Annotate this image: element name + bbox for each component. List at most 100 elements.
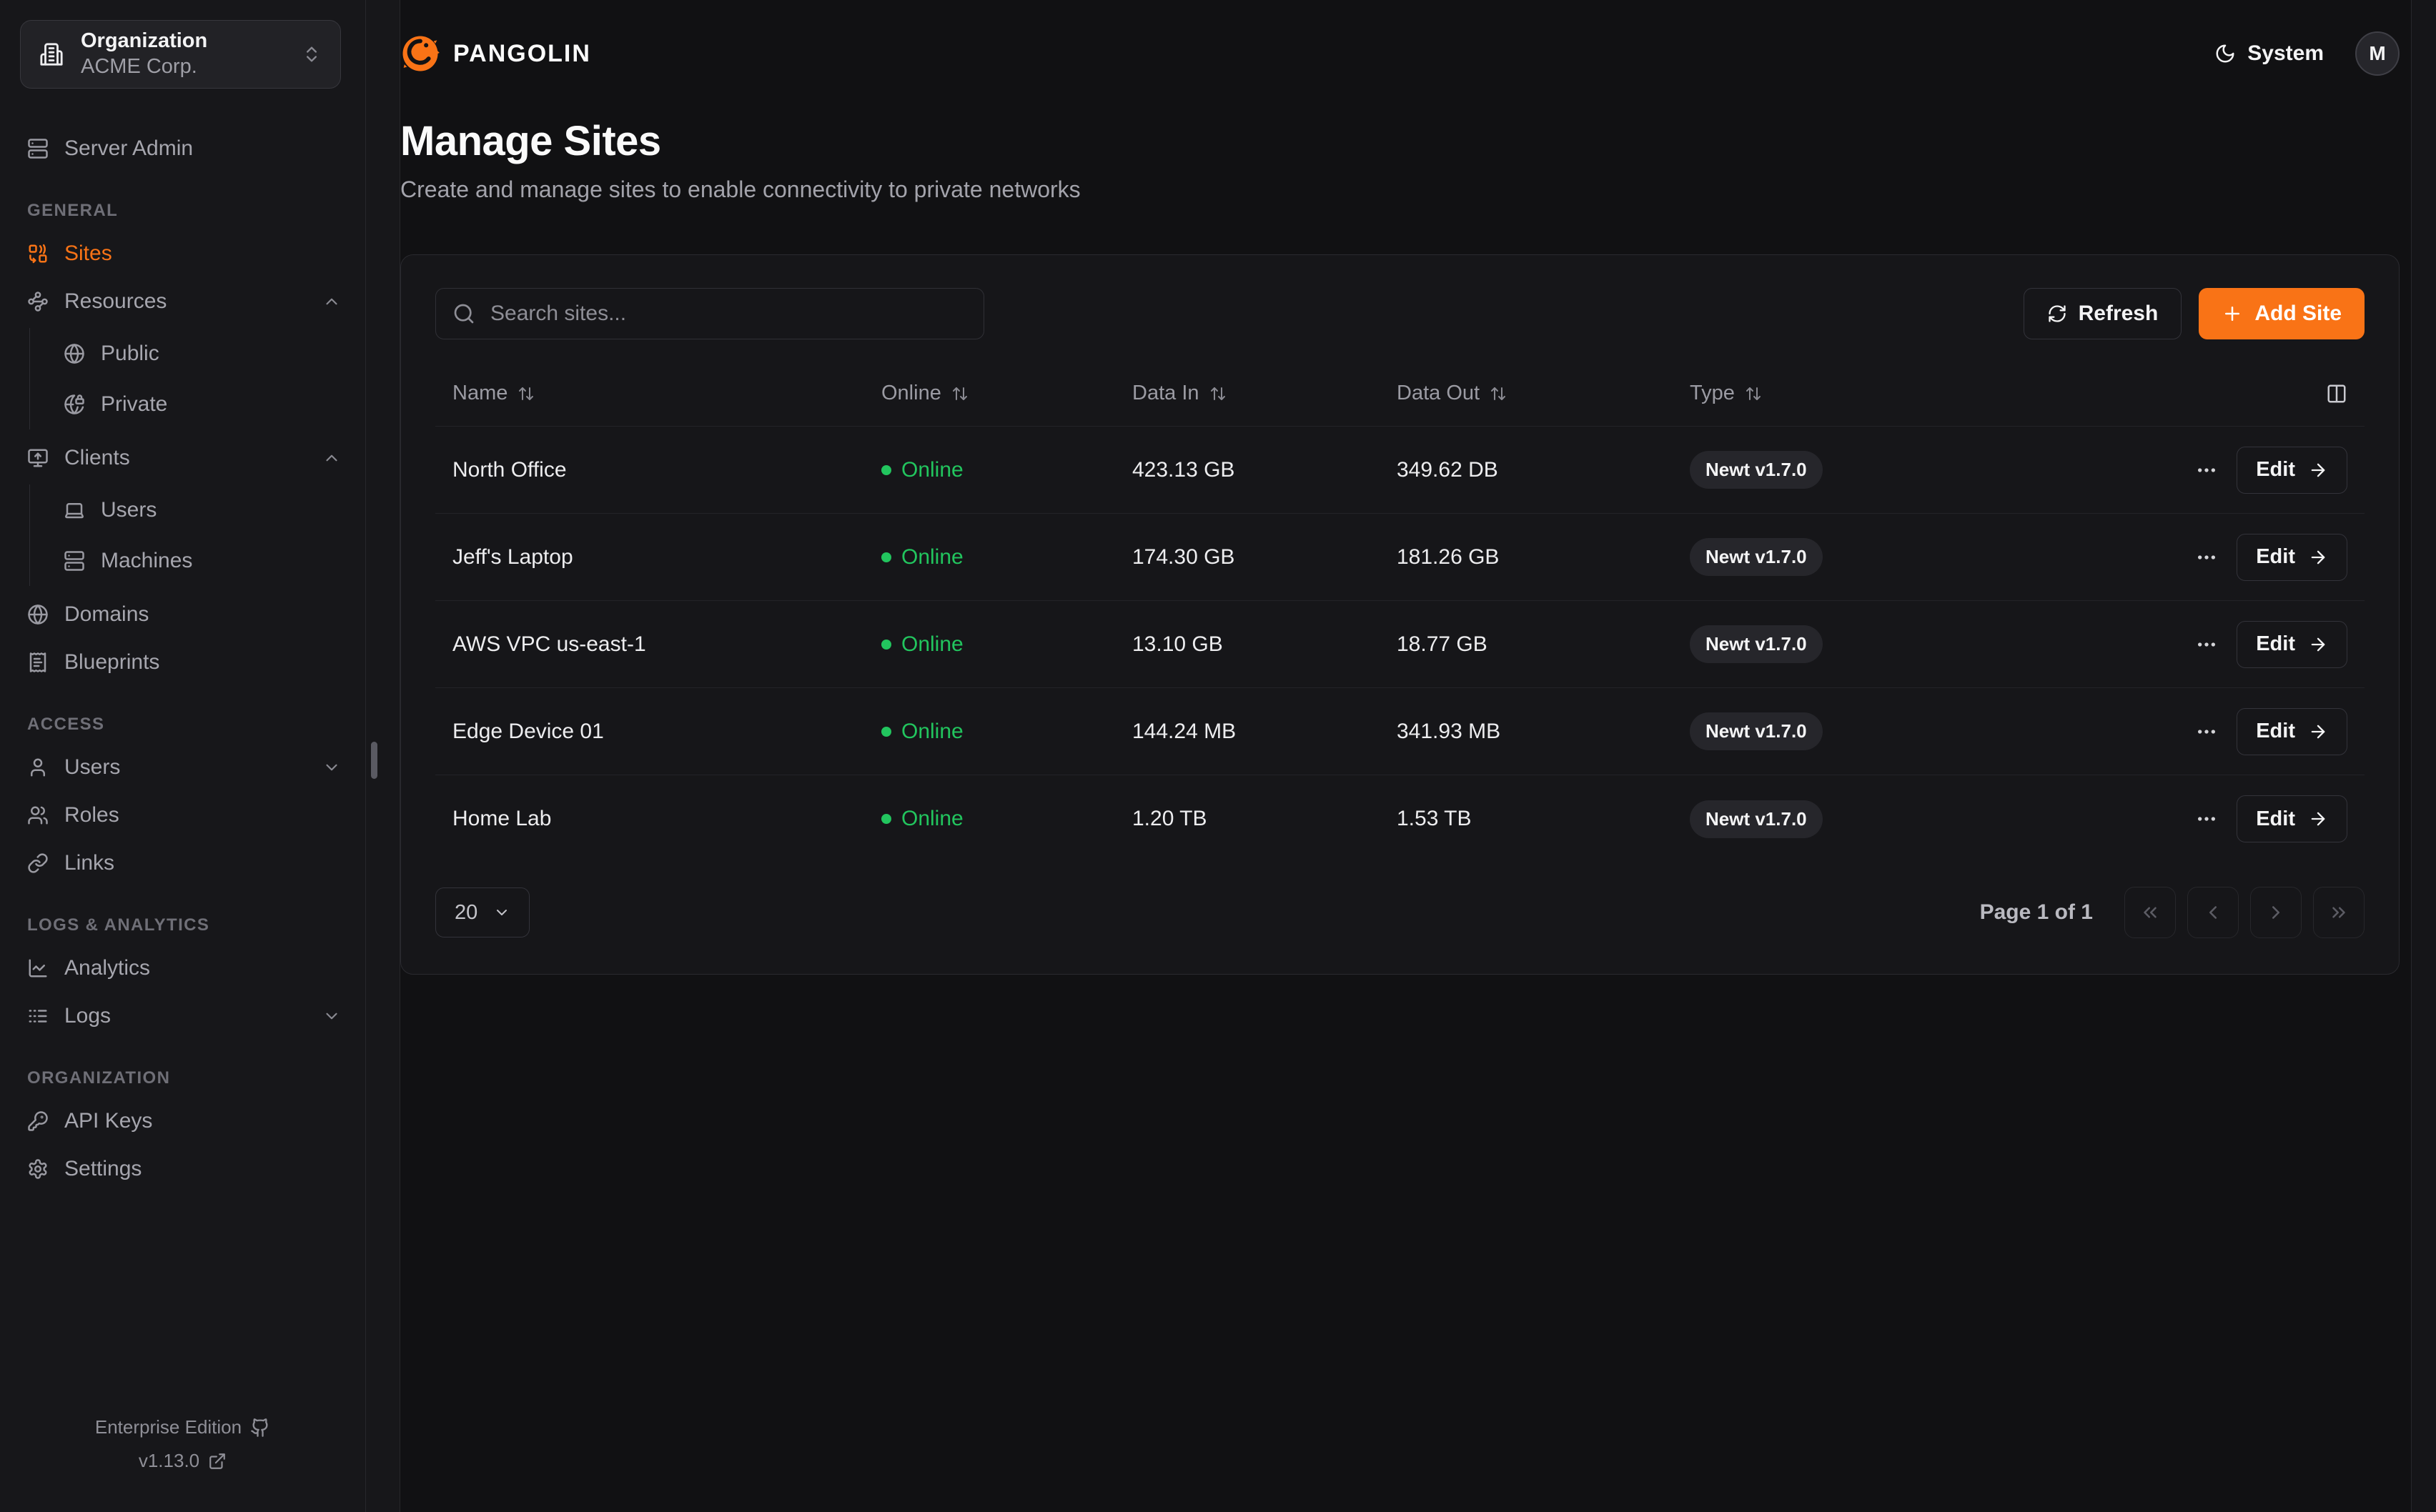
add-site-button[interactable]: Add Site [2199, 288, 2365, 339]
table-row[interactable]: AWS VPC us-east-1 Online 13.10 GB 18.77 GB N… [435, 601, 2365, 688]
prev-page-button[interactable] [2187, 887, 2239, 938]
sidebar-item-resources-private[interactable]: Private [30, 379, 365, 429]
row-menu-button[interactable] [2195, 459, 2218, 482]
window-scrollbar[interactable] [2411, 0, 2436, 1512]
first-page-button[interactable] [2124, 887, 2176, 938]
sidebar-nav: Server Admin GENERAL Sites Resources Public… [0, 124, 365, 1416]
sidebar-item-logs[interactable]: Logs [0, 992, 365, 1040]
data-out-value: 1.53 TB [1397, 807, 1472, 830]
data-out-value: 18.77 GB [1397, 632, 1487, 656]
version-link[interactable]: v1.13.0 [0, 1450, 365, 1472]
edit-button[interactable]: Edit [2237, 533, 2347, 581]
chevrons-left-icon [2139, 902, 2161, 923]
refresh-button[interactable]: Refresh [2023, 288, 2182, 339]
sidebar-item-settings[interactable]: Settings [0, 1145, 365, 1193]
sidebar: Organization ACME Corp. Server Admin GEN… [0, 0, 366, 1512]
sidebar-scrollbar-thumb[interactable] [371, 742, 377, 779]
table-body: North Office Online 423.13 GB 349.62 DB Newt… [435, 427, 2365, 862]
sidebar-item-sites[interactable]: Sites [0, 229, 365, 277]
org-selector-value: ACME Corp. [81, 55, 197, 78]
table-row[interactable]: Jeff's Laptop Online 174.30 GB 181.26 GB New… [435, 514, 2365, 601]
sidebar-item-label: Private [101, 392, 168, 416]
column-header-type[interactable]: Type [1690, 382, 2326, 405]
type-badge: Newt v1.7.0 [1690, 538, 1823, 576]
row-menu-button[interactable] [2195, 807, 2218, 830]
last-page-button[interactable] [2313, 887, 2365, 938]
edit-button[interactable]: Edit [2237, 446, 2347, 494]
data-in-value: 13.10 GB [1132, 632, 1223, 656]
search-input[interactable] [435, 288, 984, 339]
sidebar-item-resources-public[interactable]: Public [30, 328, 365, 379]
github-icon[interactable] [250, 1418, 270, 1438]
column-header-name[interactable]: Name [452, 382, 881, 405]
sidebar-item-label: Blueprints [64, 650, 160, 674]
sort-icon[interactable] [1745, 385, 1762, 402]
search-icon [452, 302, 475, 325]
org-selector-label: Organization [81, 29, 208, 53]
sort-icon[interactable] [518, 385, 535, 402]
globe-icon [27, 604, 49, 625]
row-menu-button[interactable] [2195, 720, 2218, 743]
columns-icon [2326, 383, 2347, 404]
avatar[interactable]: M [2355, 31, 2400, 76]
edit-button[interactable]: Edit [2237, 795, 2347, 842]
sort-icon[interactable] [951, 385, 969, 402]
sites-toolbar: Refresh Add Site [435, 288, 2365, 339]
sidebar-item-clients[interactable]: Clients [0, 434, 365, 482]
sidebar-item-clients-machines[interactable]: Machines [30, 535, 365, 586]
ellipsis-icon [2195, 807, 2218, 830]
sidebar-item-server-admin[interactable]: Server Admin [0, 124, 365, 172]
sidebar-item-api-keys[interactable]: API Keys [0, 1097, 365, 1145]
status-badge: Online [881, 632, 1132, 657]
column-header-data-out[interactable]: Data Out [1397, 382, 1690, 405]
section-label-access: ACCESS [27, 715, 105, 734]
row-menu-button[interactable] [2195, 633, 2218, 656]
ellipsis-icon [2195, 633, 2218, 656]
status-badge: Online [881, 545, 1132, 570]
sidebar-item-domains[interactable]: Domains [0, 590, 365, 638]
sort-icon[interactable] [1209, 385, 1227, 402]
sidebar-item-label: Public [101, 341, 159, 365]
row-menu-button[interactable] [2195, 546, 2218, 569]
table-row[interactable]: Home Lab Online 1.20 TB 1.53 TB Newt v1.7.0 E… [435, 775, 2365, 862]
sidebar-item-blueprints[interactable]: Blueprints [0, 638, 365, 686]
site-name: AWS VPC us-east-1 [452, 632, 646, 656]
chevron-right-icon [2265, 902, 2287, 923]
user-icon [27, 757, 49, 778]
org-selector[interactable]: Organization ACME Corp. [20, 20, 341, 89]
sidebar-scrollbar[interactable] [366, 0, 400, 1512]
page-size-select[interactable]: 20 [435, 887, 530, 937]
column-header-online[interactable]: Online [881, 382, 1132, 405]
search-box [435, 288, 984, 339]
server-icon [64, 550, 85, 572]
type-badge: Newt v1.7.0 [1690, 625, 1823, 663]
sidebar-item-roles[interactable]: Roles [0, 791, 365, 839]
sidebar-item-label: Resources [64, 289, 167, 313]
table-row[interactable]: North Office Online 423.13 GB 349.62 DB Newt… [435, 427, 2365, 514]
theme-toggle[interactable]: System [2214, 41, 2324, 66]
data-out-value: 341.93 MB [1397, 719, 1501, 743]
column-header-data-in[interactable]: Data In [1132, 382, 1397, 405]
sidebar-item-analytics[interactable]: Analytics [0, 944, 365, 992]
sidebar-item-label: Domains [64, 602, 149, 626]
globe-lock-icon [64, 394, 85, 415]
sidebar-item-clients-users[interactable]: Users [30, 484, 365, 535]
edit-button[interactable]: Edit [2237, 620, 2347, 668]
sidebar-item-resources[interactable]: Resources [0, 277, 365, 325]
ellipsis-icon [2195, 720, 2218, 743]
sidebar-item-users[interactable]: Users [0, 743, 365, 791]
users-icon [27, 805, 49, 826]
sites-icon [27, 243, 49, 264]
sort-icon[interactable] [1490, 385, 1507, 402]
refresh-icon [2047, 304, 2067, 324]
sidebar-item-links[interactable]: Links [0, 839, 365, 887]
waypoints-icon [27, 291, 49, 312]
table-row[interactable]: Edge Device 01 Online 144.24 MB 341.93 MB Ne… [435, 688, 2365, 775]
next-page-button[interactable] [2250, 887, 2302, 938]
pangolin-logo-icon [400, 34, 440, 74]
section-label-organization: ORGANIZATION [27, 1068, 171, 1088]
sidebar-item-label: Settings [64, 1156, 142, 1180]
sidebar-item-label: Users [64, 755, 121, 779]
edit-button[interactable]: Edit [2237, 707, 2347, 755]
toggle-columns-button[interactable] [2326, 383, 2347, 404]
